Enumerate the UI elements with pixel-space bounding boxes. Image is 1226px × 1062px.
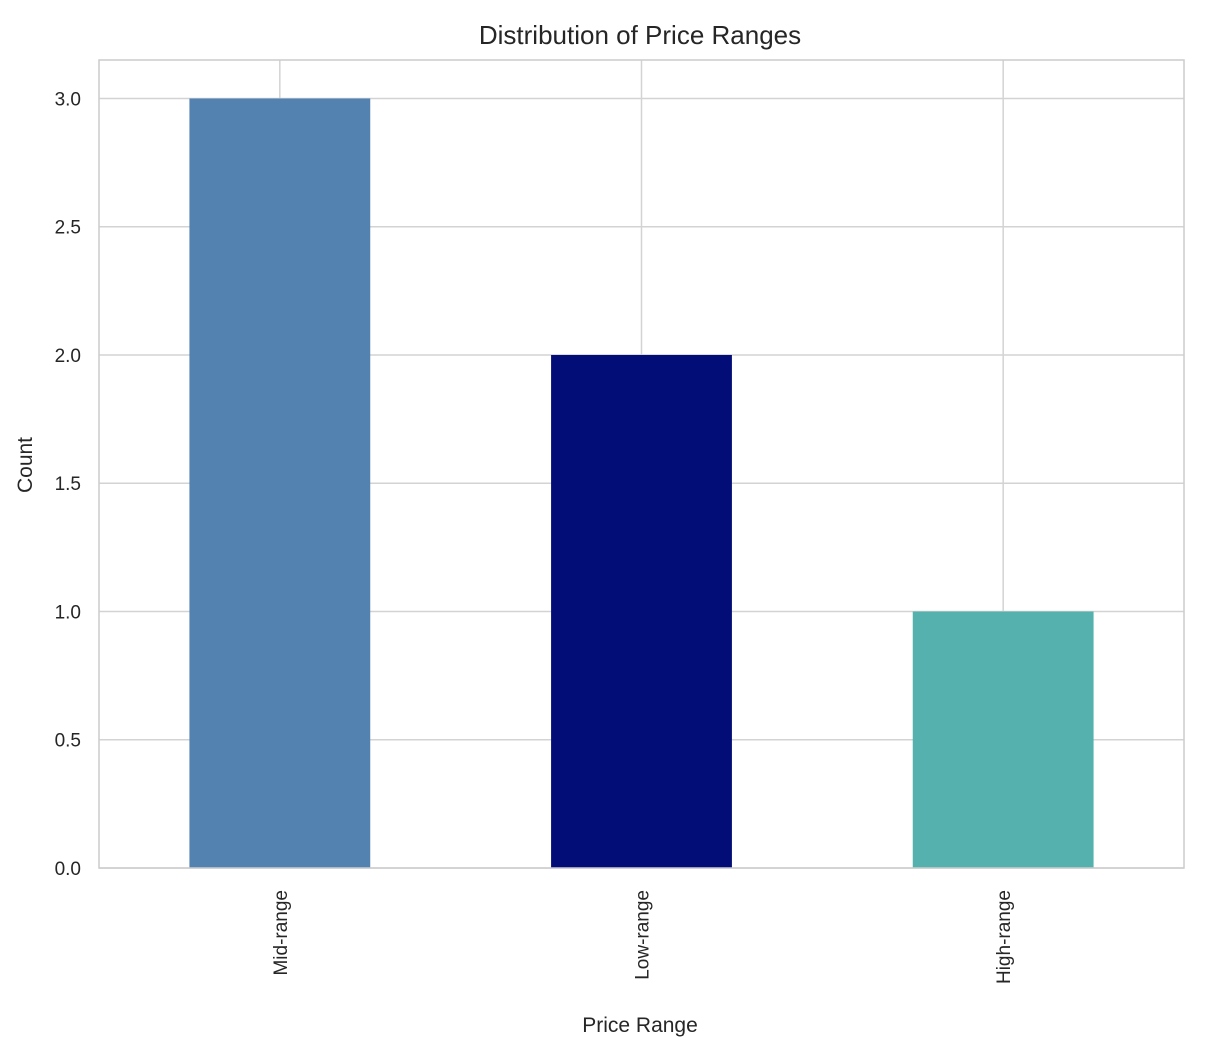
y-axis-label: Count — [14, 437, 37, 493]
y-tick-label: 0.0 — [55, 859, 81, 880]
y-tick-label: 1.5 — [55, 474, 81, 495]
y-tick-labels: 0.0 0.5 1.0 1.5 2.0 2.5 3.0 — [55, 89, 81, 880]
y-tick-label: 3.0 — [55, 89, 81, 110]
y-tick-label: 1.0 — [55, 602, 81, 623]
x-tick-label: Mid-range — [271, 890, 292, 976]
x-tick-labels: Mid-range Low-range High-range — [271, 890, 1015, 984]
plot-frame — [98, 59, 1185, 869]
x-tick-label: High-range — [994, 890, 1015, 984]
bars — [189, 98, 1094, 868]
bar — [551, 354, 732, 868]
chart-title: Distribution of Price Ranges — [479, 20, 801, 50]
y-tick-label: 2.0 — [55, 346, 81, 367]
y-tick-label: 2.5 — [55, 218, 81, 239]
x-axis-label: Price Range — [582, 1014, 698, 1037]
y-tick-label: 0.5 — [55, 731, 81, 752]
bar — [189, 98, 371, 868]
bar — [912, 611, 1094, 868]
x-tick-label: Low-range — [633, 890, 654, 980]
